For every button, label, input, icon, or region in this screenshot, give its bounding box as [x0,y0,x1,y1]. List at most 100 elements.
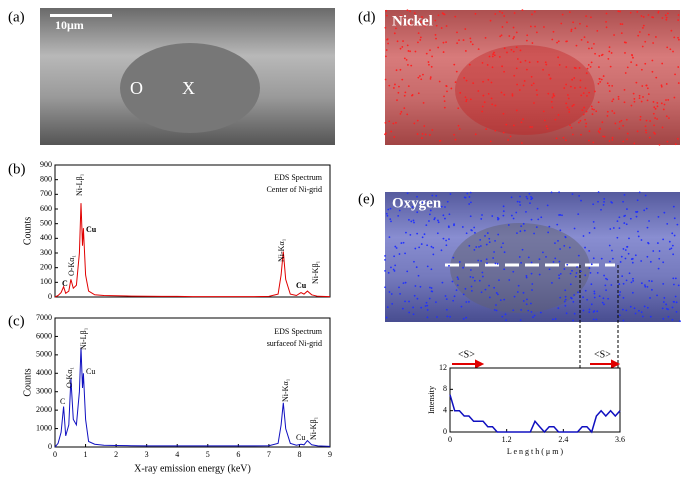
map-dot [441,281,444,284]
map-dot [672,253,675,256]
map-dot [489,19,492,22]
map-dot [423,125,426,127]
map-dot [492,53,495,56]
map-dot [446,90,448,93]
x-tick-label: 5 [206,450,210,459]
map-dot [501,26,504,28]
map-dot [559,248,561,250]
map-dot [569,272,572,275]
map-dot [430,65,433,68]
map-dot [535,89,538,91]
map-dot [492,257,495,259]
map-dot [432,253,435,256]
map-dot [560,22,563,25]
map-dot [443,106,446,109]
map-dot [606,278,609,281]
map-dot [619,291,622,293]
map-dot [664,14,667,17]
map-dot [453,133,456,136]
map-dot [475,246,478,248]
map-dot [390,266,392,269]
map-dot [525,303,528,306]
map-dot [510,214,513,217]
map-dot [616,220,619,223]
map-dot [571,193,574,196]
map-dot [629,217,632,220]
map-dot [508,35,511,37]
map-dot [414,247,417,250]
map-dot [623,193,626,196]
marker: X [182,78,195,98]
map-dot [454,81,457,84]
map-dot [673,36,676,39]
map-dot [573,66,576,69]
annotation: <S> [458,349,475,360]
map-dot [481,105,484,108]
map-dot [607,58,610,60]
map-dot [557,114,560,116]
map-dot [669,48,672,51]
map-dot [569,124,571,127]
map-dot [593,290,596,293]
map-dot [635,81,638,84]
map-dot [597,101,600,104]
map-dot [512,26,515,29]
map-dot [416,297,419,300]
map-dot [647,33,650,36]
map-dot [618,120,621,123]
map-dot [437,219,439,222]
map-dot [603,135,606,138]
map-dot [625,279,628,282]
map-dot [656,102,659,104]
map-dot [515,109,518,112]
y-tick-label: 4000 [36,368,52,377]
map-dot [474,133,477,136]
map-dot [416,119,419,122]
map-dot [584,289,587,292]
map-dot [435,194,438,197]
map-dot [584,87,587,90]
map-dot [437,46,440,49]
image-a [40,8,335,145]
map-dot [421,201,424,204]
map-dot [417,41,419,44]
map-dot [446,200,449,203]
map-dot [668,248,671,251]
map-dot [436,232,439,235]
map-dot [590,303,593,306]
map-dot [533,314,536,317]
map-dot [547,92,550,95]
y-tick-label: 200 [40,262,52,271]
map-dot [631,261,634,264]
map-dot [564,235,567,238]
map-dot [618,227,621,229]
map-dot [509,135,512,138]
map-dot [402,40,404,42]
map-dot [458,128,461,130]
map-dot [422,73,424,76]
map-dot [633,307,636,310]
map-dot [622,140,625,143]
annotation: Center of Ni-grid [266,185,322,194]
map-dot [455,70,458,73]
map-dot [600,208,602,211]
map-dot [551,38,554,41]
map-dot [438,80,441,83]
y-axis-label: Intensity [427,386,436,414]
map-dot [580,199,582,202]
map-dot [613,34,615,36]
annotation: Cu [86,367,95,376]
map-dot [515,46,518,49]
map-dot [667,99,670,101]
annotation: Ni-Lβ₁ [79,327,88,350]
map-dot [483,101,486,104]
map-dot [533,232,535,235]
map-dot [496,262,499,265]
map-dot [618,216,621,219]
map-dot [585,122,588,125]
map-dot [672,277,675,280]
map-dot [409,234,412,236]
y-tick-label: 900 [40,160,52,169]
map-dot [531,13,533,16]
